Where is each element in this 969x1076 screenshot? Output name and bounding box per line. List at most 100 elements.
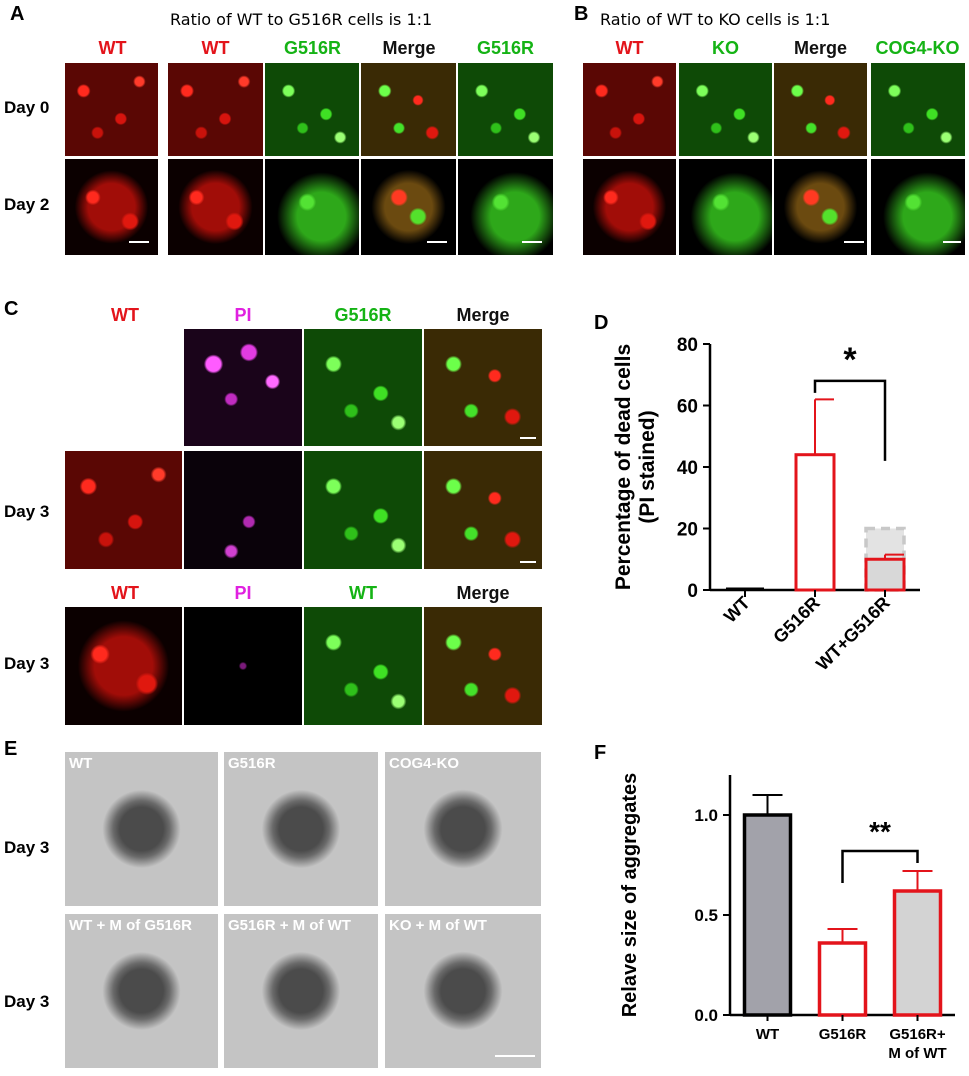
image-b-wt-day0 xyxy=(583,63,676,156)
image-e-label-wt-m-g516r: WT + M of G516R xyxy=(69,917,192,934)
significance-bracket xyxy=(813,379,887,461)
panel-c-row-label-day3-a: Day 3 xyxy=(4,502,50,521)
image-c-wt-green xyxy=(304,607,422,725)
x-tick-label: WT xyxy=(756,1026,779,1043)
y-tick-label: 80 xyxy=(677,335,698,356)
image-b-wt-day2 xyxy=(583,159,676,255)
y-axis-label: Relave size of aggregates xyxy=(619,773,641,1018)
image-e-label-g516r-m-wt: G516R + M of WT xyxy=(228,917,351,934)
scale-bar xyxy=(427,241,447,243)
scale-bar xyxy=(844,241,864,243)
image-a-g516r-day2 xyxy=(458,159,553,255)
y-axis-label-line: (PI stained) xyxy=(636,410,659,523)
image-e-g516r: G516R xyxy=(224,752,378,906)
x-tick-label: G516R xyxy=(769,593,823,647)
image-a-mix-merge-day2 xyxy=(361,159,456,255)
x-tick-label: M of WT xyxy=(888,1045,946,1062)
panel-a-col-label-g516r: G516R xyxy=(476,38,535,58)
panel-letter-c: C xyxy=(4,298,19,320)
image-a-mix-wt-day0 xyxy=(168,63,263,156)
image-b-merge-day2 xyxy=(774,159,867,255)
panel-b-col-label-wt: WT xyxy=(615,38,644,58)
image-a-wt-day0 xyxy=(65,63,158,156)
significance-label: * xyxy=(843,341,857,379)
image-e-wt: WT xyxy=(65,752,218,906)
scale-bar xyxy=(522,241,542,243)
scale-bar xyxy=(520,561,536,563)
panel-a-row-label-day0: Day 0 xyxy=(4,98,50,117)
y-tick-label: 20 xyxy=(677,520,698,541)
significance-bracket xyxy=(841,849,919,883)
panel-a-row-label-day2: Day 2 xyxy=(4,195,50,214)
image-c-g516r-pi xyxy=(184,329,302,446)
bar xyxy=(892,889,943,1017)
image-a-g516r-day0 xyxy=(458,63,553,156)
scale-bar xyxy=(943,241,961,243)
y-tick-label: 0.0 xyxy=(694,1006,718,1025)
image-e-label-g516r: G516R xyxy=(228,755,276,772)
significance-label: ** xyxy=(869,816,891,847)
panel-c-top-label-merge: Merge xyxy=(456,305,510,325)
image-c-g516r-green xyxy=(304,329,422,446)
y-tick-label: 1.0 xyxy=(694,806,718,825)
image-e-label-wt: WT xyxy=(69,755,93,772)
y-tick-label: 60 xyxy=(677,397,698,418)
image-c-mix-pi xyxy=(184,451,302,569)
x-tick-label: G516R+ xyxy=(889,1026,946,1043)
y-tick-label: 0.5 xyxy=(694,906,718,925)
panel-c-top-label-wt: WT xyxy=(111,305,139,325)
image-b-cog4-ko-day0 xyxy=(871,63,965,156)
panel-a-col-label-g516r-mix: G516R xyxy=(283,38,342,58)
bar xyxy=(864,557,906,592)
image-b-merge-day0 xyxy=(774,63,867,156)
image-e-wt-m-g516r: WT + M of G516R xyxy=(65,914,218,1068)
y-tick-label: 0 xyxy=(687,581,698,602)
image-a-mix-g516r-day0 xyxy=(265,63,359,156)
x-tick-label: G516R xyxy=(819,1026,867,1043)
panel-b-title: Ratio of WT to KO cells is 1:1 xyxy=(600,10,831,29)
panel-a-col-label-merge: Merge xyxy=(382,38,436,58)
panel-b-col-label-merge: Merge xyxy=(793,38,847,58)
image-b-ko-day2 xyxy=(679,159,772,255)
y-tick-label: 40 xyxy=(677,458,698,479)
panel-c-row-label-day3-b: Day 3 xyxy=(4,654,50,673)
image-b-cog4-ko-day2 xyxy=(871,159,965,255)
panel-letter-d: D xyxy=(594,312,609,334)
scale-bar xyxy=(129,241,149,243)
image-a-mix-wt-day2 xyxy=(168,159,263,255)
bar xyxy=(817,941,868,1017)
image-c-g516r-merge xyxy=(424,329,542,446)
panel-c-top-label-g516r: G516R xyxy=(334,305,392,325)
y-axis-label-line: Percentage of dead cells xyxy=(612,344,635,590)
panel-a-col-label-wt: WT xyxy=(98,38,127,58)
scale-bar xyxy=(495,1055,535,1057)
panel-e-row-label-day3-a: Day 3 xyxy=(4,838,50,857)
scale-bar xyxy=(520,437,536,439)
panel-c-bottom-label-merge: Merge xyxy=(456,583,510,603)
chart-d-dead-cells: 0 20 40 60 80 Percentage of dead cells(PI sta… xyxy=(612,335,920,675)
image-c-mix-g516r xyxy=(304,451,422,569)
image-c-wt-merge xyxy=(424,607,542,725)
panel-e-row-label-day3-b: Day 3 xyxy=(4,992,50,1011)
bar xyxy=(742,813,793,1017)
image-e-label-cog4-ko: COG4-KO xyxy=(389,755,460,772)
panel-a-title: Ratio of WT to G516R cells is 1:1 xyxy=(170,10,433,29)
panel-c-bottom-label-wt: WT xyxy=(111,583,139,603)
image-c-wt-red xyxy=(65,607,182,725)
panel-b-col-label-cog4-ko: COG4-KO xyxy=(875,38,960,58)
image-c-wt-pi xyxy=(184,607,302,725)
panel-letter-f: F xyxy=(594,742,607,764)
image-c-mix-merge xyxy=(424,451,542,569)
x-tick-label: WT xyxy=(720,593,754,627)
panel-c-top-label-pi: PI xyxy=(234,305,252,325)
panel-letter-a: A xyxy=(10,3,25,25)
panel-c-bottom-label-pi: PI xyxy=(234,583,252,603)
panel-letter-e: E xyxy=(4,738,18,760)
bar xyxy=(794,453,836,592)
image-e-g516r-m-wt: G516R + M of WT xyxy=(224,914,378,1068)
image-e-cog4-ko: COG4-KO xyxy=(385,752,541,906)
image-a-mix-g516r-day2 xyxy=(265,159,359,255)
chart-f-aggregate-size: 0.0 0.5 1.0 Relave size of aggregates WT G516… xyxy=(619,773,955,1062)
panel-a-col-label-wt-mix: WT xyxy=(201,38,230,58)
x-tick-label: WT+G516R xyxy=(812,593,894,675)
